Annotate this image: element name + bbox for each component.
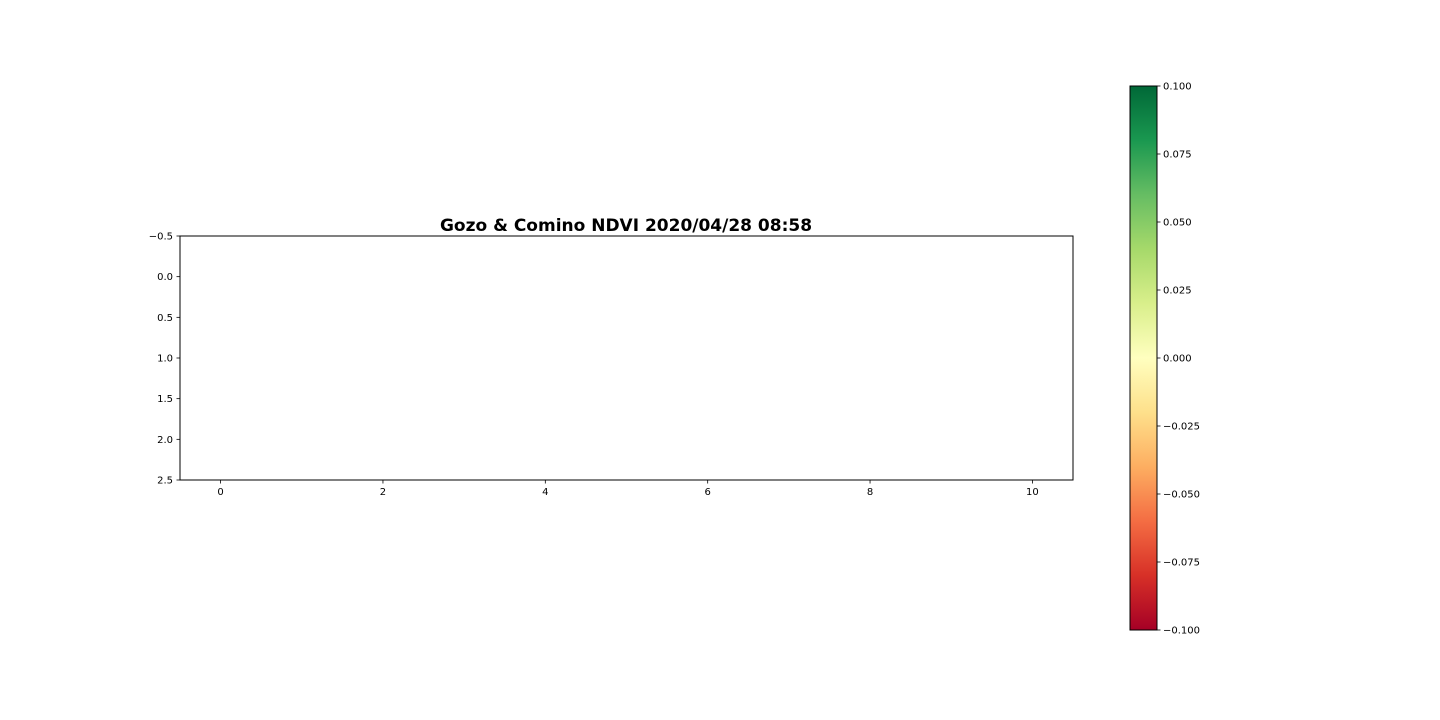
y-tick-label: 1.5 <box>157 394 173 405</box>
colorbar-tick-label: 0.050 <box>1163 218 1192 229</box>
colorbar-tick-label: −0.100 <box>1163 626 1200 637</box>
x-tick-label: 0 <box>217 487 223 498</box>
colorbar-tick-label: 0.000 <box>1163 354 1192 365</box>
colorbar-tick-label: 0.075 <box>1163 150 1192 161</box>
colorbar-tick-label: −0.025 <box>1163 422 1200 433</box>
x-tick-label: 6 <box>704 487 710 498</box>
x-tick-label: 8 <box>867 487 873 498</box>
plot-area <box>179 235 1074 481</box>
y-tick-label: 0.0 <box>157 272 173 283</box>
y-tick-label: 1.0 <box>157 354 173 365</box>
y-axis: −0.5 0.0 0.5 1.0 1.5 2.0 2.5 <box>149 232 180 487</box>
colorbar <box>1129 85 1158 631</box>
y-tick-label: −0.5 <box>149 232 173 243</box>
colorbar-tick-label: 0.100 <box>1163 82 1192 93</box>
colorbar-tick-label: −0.050 <box>1163 490 1200 501</box>
chart-title: Gozo & Comino NDVI 2020/04/28 08:58 <box>440 216 812 236</box>
x-tick-label: 4 <box>542 487 548 498</box>
x-axis: 0 2 4 6 8 10 <box>217 480 1039 498</box>
colorbar-tick-label: 0.025 <box>1163 286 1192 297</box>
y-tick-label: 2.0 <box>157 435 173 446</box>
x-tick-label: 2 <box>380 487 386 498</box>
colorbar-tick-label: −0.075 <box>1163 558 1200 569</box>
x-tick-label: 10 <box>1026 487 1039 498</box>
y-tick-label: 2.5 <box>157 476 173 487</box>
y-tick-label: 0.5 <box>157 313 173 324</box>
colorbar-axis: 0.100 0.075 0.050 0.025 0.000 −0.025 −0.050 −0.… <box>1157 82 1200 637</box>
